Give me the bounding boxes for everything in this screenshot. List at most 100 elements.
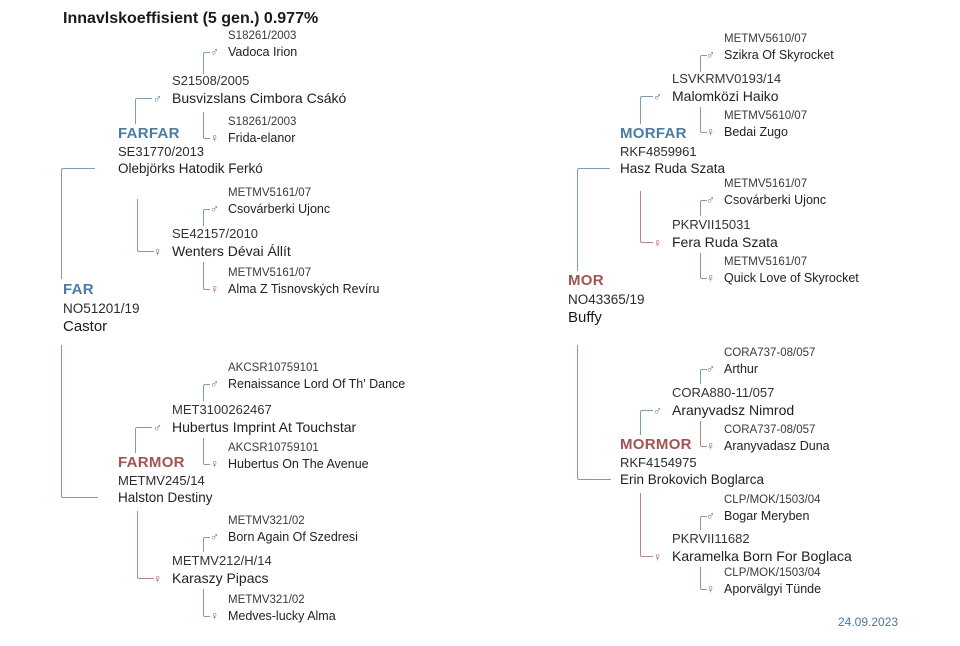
- node-farfar-dam-dam: METMV5161/07 ♀ Alma Z Tisnovských Revíru: [210, 266, 379, 298]
- registration-number: SE42157/2010: [172, 226, 259, 241]
- father-connector-line: [700, 369, 707, 384]
- registration-number: CORA880-11/057: [672, 385, 775, 400]
- male-icon: ♂: [706, 48, 715, 62]
- mother-connector-line: [203, 262, 210, 290]
- dog-name: Busvizslans Cimbora Csákó: [172, 90, 347, 106]
- registration-number: METMV5610/07: [724, 33, 808, 45]
- relation-label: MORMOR: [620, 436, 692, 453]
- female-icon: ♀: [706, 439, 715, 453]
- dog-name: Born Again Of Szedresi: [228, 530, 358, 544]
- node-far: FAR NO51201/19 Castor: [63, 280, 140, 337]
- dog-name: Karamelka Born For Boglaca: [672, 548, 852, 564]
- node-farfar-sire: S21508/2005 ♂ Busvizslans Cimbora Csákó: [153, 72, 346, 109]
- male-icon: ♂: [210, 202, 219, 216]
- dog-name: Bogar Meryben: [724, 509, 810, 523]
- dog-name: Arthur: [724, 362, 759, 376]
- registration-number: AKCSR10759101: [228, 362, 319, 374]
- registration-number: CORA737-08/057: [724, 347, 816, 359]
- father-connector-line: [700, 55, 707, 72]
- registration-number: PKRVII15031: [672, 217, 751, 232]
- node-farfar: FARFAR SE31770/2013 Olebjörks Hatodik Fe…: [118, 124, 263, 177]
- mother-connector-line: [700, 107, 707, 133]
- node-farmor-sire-dam: AKCSR10759101 ♀ Hubertus On The Avenue: [210, 441, 369, 473]
- node-morfar-sire-sire: METMV5610/07 ♂ Szikra Of Skyrocket: [706, 32, 834, 64]
- dog-name: Hasz Ruda Szata: [620, 161, 726, 176]
- male-icon: ♂: [153, 92, 162, 106]
- dog-name: Quick Love of Skyrocket: [724, 271, 859, 285]
- female-icon: ♀: [653, 236, 662, 250]
- node-morfar: MORFAR RKF4859961 Hasz Ruda Szata: [620, 124, 725, 177]
- registration-number: METMV321/02: [228, 594, 305, 606]
- female-icon: ♀: [706, 125, 715, 139]
- mother-connector-line: [61, 345, 98, 498]
- male-icon: ♂: [706, 509, 715, 523]
- registration-number: NO43365/19: [568, 292, 645, 307]
- node-farfar-sire-dam: S18261/2003 ♀ Frida-elanor: [210, 115, 296, 147]
- female-icon: ♀: [210, 609, 219, 623]
- father-connector-line: [135, 98, 152, 124]
- mother-connector-line: [137, 199, 154, 252]
- male-icon: ♂: [653, 404, 662, 418]
- father-connector-line: [203, 209, 210, 226]
- female-icon: ♀: [653, 550, 662, 564]
- node-farmor: FARMOR METMV245/14 Halston Destiny: [118, 453, 213, 506]
- report-date: 24.09.2023: [838, 615, 899, 629]
- registration-number: METMV5161/07: [228, 267, 312, 279]
- registration-number: METMV5161/07: [724, 256, 808, 268]
- dog-name: Csovárberki Ujonc: [228, 202, 331, 216]
- mother-connector-line: [203, 589, 210, 617]
- male-icon: ♂: [706, 193, 715, 207]
- female-icon: ♀: [210, 457, 219, 471]
- male-icon: ♂: [210, 45, 219, 59]
- dog-name: Aranyvadsz Nimrod: [672, 402, 795, 418]
- mother-connector-line: [700, 253, 707, 279]
- registration-number: CLP/MOK/1503/04: [724, 494, 821, 506]
- dog-name: Csovárberki Ujonc: [724, 193, 827, 207]
- registration-number: NO51201/19: [63, 301, 140, 316]
- dog-name: Alma Z Tisnovských Revíru: [228, 282, 380, 296]
- female-icon: ♀: [706, 582, 715, 596]
- dog-name: Halston Destiny: [118, 490, 213, 505]
- dog-name: Fera Ruda Szata: [672, 234, 778, 250]
- registration-number: S18261/2003: [228, 116, 297, 128]
- relation-label: FAR: [63, 281, 94, 298]
- father-connector-line: [577, 168, 610, 271]
- dog-name: Medves-lucky Alma: [228, 609, 336, 623]
- node-farfar-dam: SE42157/2010 ♀ Wenters Dévai Állít: [153, 225, 291, 262]
- registration-number: METMV212/H/14: [172, 553, 272, 568]
- father-connector-line: [135, 427, 152, 453]
- node-farmor-dam-sire: METMV321/02 ♂ Born Again Of Szedresi: [210, 514, 358, 546]
- relation-label: FARMOR: [118, 454, 185, 471]
- dog-name: Hubertus On The Avenue: [228, 457, 369, 471]
- registration-number: PKRVII11682: [672, 531, 750, 546]
- node-farfar-dam-sire: METMV5161/07 ♂ Csovárberki Ujonc: [210, 186, 330, 218]
- mother-connector-line: [203, 438, 210, 465]
- registration-number: METMV321/02: [228, 515, 305, 527]
- relation-label: MORFAR: [620, 125, 687, 142]
- dog-name: Erin Brokovich Boglarca: [620, 472, 765, 487]
- node-mormor-dam: PKRVII11682 ♀ Karamelka Born For Boglaca: [653, 530, 852, 567]
- dog-name: Castor: [63, 318, 108, 335]
- female-icon: ♀: [706, 271, 715, 285]
- female-icon: ♀: [210, 131, 219, 145]
- mother-connector-line: [700, 421, 707, 447]
- node-morfar-dam-dam: METMV5161/07 ♀ Quick Love of Skyrocket: [706, 255, 859, 287]
- dog-name: Szikra Of Skyrocket: [724, 48, 834, 62]
- registration-number: MET3100262467: [172, 402, 272, 417]
- dog-name: Karaszy Pipacs: [172, 570, 269, 586]
- registration-number: METMV245/14: [118, 473, 205, 488]
- father-connector-line: [203, 537, 210, 552]
- registration-number: LSVKRMV0193/14: [672, 71, 782, 86]
- male-icon: ♂: [210, 377, 219, 391]
- dog-name: Aporvälgyi Tünde: [724, 582, 822, 596]
- dog-name: Aranyvadasz Duna: [724, 439, 830, 453]
- male-icon: ♂: [153, 421, 162, 435]
- mother-connector-line: [577, 345, 611, 480]
- registration-number: S21508/2005: [172, 73, 250, 88]
- registration-number: SE31770/2013: [118, 144, 205, 159]
- relation-label: MOR: [568, 272, 604, 289]
- dog-name: Olebjörks Hatodik Ferkó: [118, 161, 263, 176]
- relation-label: FARFAR: [118, 125, 180, 142]
- dog-name: Hubertus Imprint At Touchstar: [172, 419, 357, 435]
- registration-number: RKF4154975: [620, 455, 697, 470]
